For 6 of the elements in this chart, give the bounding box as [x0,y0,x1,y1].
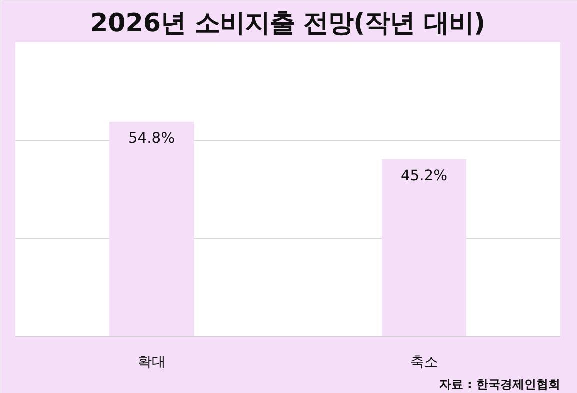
data-label: 54.8% [128,130,176,147]
x-tick-label: 축소 [410,354,438,370]
data-label: 45.2% [400,167,448,184]
chart-title: 2026년 소비지출 전망(작년 대비) [90,8,486,38]
x-tick-label: 확대 [138,354,166,370]
text: 자료 : 한국경제인협회 [439,378,560,392]
